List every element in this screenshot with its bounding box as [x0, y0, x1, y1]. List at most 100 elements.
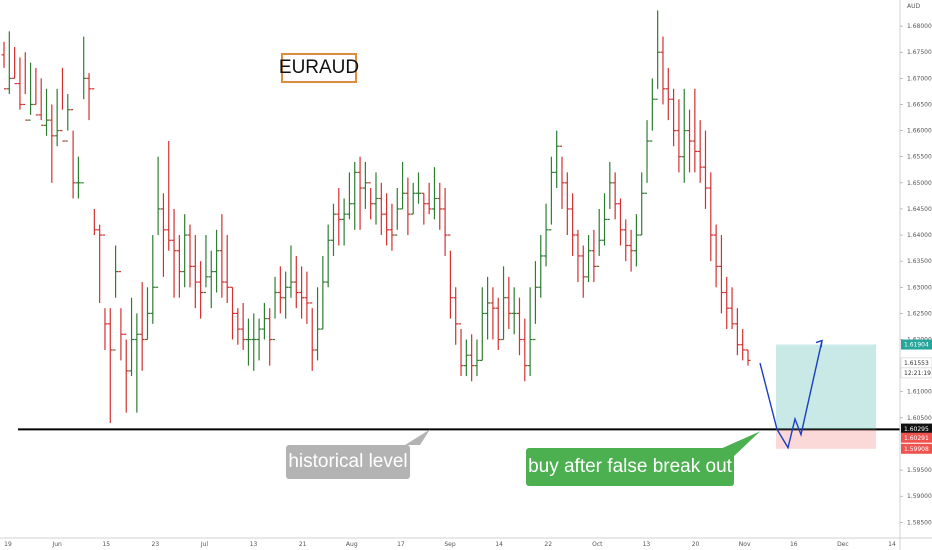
- ohlc-bar: [389, 203, 395, 251]
- price-badge: 1.59908: [901, 443, 932, 454]
- ohlc-bar: [38, 78, 44, 126]
- ohlc-bar: [277, 266, 283, 314]
- ohlc-bar: [575, 229, 581, 283]
- price-badge-label: 1.61904: [904, 342, 929, 349]
- time-tick-label: 14: [495, 541, 503, 548]
- ohlc-bar: [129, 297, 135, 377]
- ohlc-bar: [75, 156, 81, 199]
- price-badge-label: 1.61553: [904, 360, 929, 367]
- ohlc-bar: [187, 224, 193, 288]
- ohlc-bar: [687, 109, 693, 173]
- price-badge-label: 12:21:19: [904, 370, 931, 377]
- price-badge: 12:21:19: [900, 367, 932, 379]
- ohlc-bar: [655, 10, 661, 100]
- ohlc-bar: [315, 287, 321, 361]
- time-axis[interactable]: 19 Jun 15 23 Jul 13 21 Aug 17 Sep 14 22 Oct 13 20 Nov 16…: [0, 537, 932, 548]
- ohlc-bar: [538, 235, 544, 298]
- price-tick-label: 1.64000: [907, 232, 932, 239]
- ohlc-bar: [745, 349, 751, 366]
- time-tick-label: 23: [152, 541, 160, 548]
- ohlc-bar: [458, 323, 464, 377]
- ohlc-bar: [532, 261, 538, 341]
- ohlc-bar: [416, 172, 422, 204]
- ohlc-bar: [554, 130, 560, 189]
- ohlc-bar: [346, 172, 352, 220]
- ohlc-bar: [633, 214, 639, 267]
- ohlc-bar: [288, 245, 294, 298]
- historical-level-callout: historical level: [286, 445, 410, 479]
- ohlc-bars: [1, 10, 751, 424]
- ohlc-bar: [644, 120, 650, 194]
- ohlc-bar: [113, 245, 119, 351]
- ohlc-bar: [596, 208, 602, 267]
- ohlc-bar: [368, 182, 374, 220]
- ohlc-bar: [724, 276, 730, 330]
- ohlc-bar: [86, 73, 92, 121]
- ohlc-bar: [54, 88, 60, 147]
- ohlc-bar: [612, 172, 618, 220]
- ohlc-bar: [506, 276, 512, 330]
- ohlc-bar: [144, 287, 150, 341]
- ohlc-bar: [320, 255, 326, 330]
- time-tick-label: 17: [397, 541, 405, 548]
- time-tick-label: Jun: [51, 541, 62, 548]
- ohlc-bar: [463, 339, 469, 377]
- price-tick-label: 1.63000: [907, 284, 932, 291]
- buy-signal-callout: buy after false break out: [526, 448, 734, 486]
- time-tick-label: 15: [102, 541, 110, 548]
- price-tick-label: 1.61000: [907, 389, 932, 396]
- ohlc-bar: [692, 88, 698, 173]
- ohlc-bar: [28, 62, 34, 121]
- ohlc-bar: [564, 172, 570, 236]
- price-axis[interactable]: 1.68000 1.67500 1.67000 1.66500 1.66000 1.655…: [899, 0, 932, 550]
- ohlc-bar: [431, 167, 437, 220]
- ohlc-bar: [139, 282, 145, 371]
- ohlc-bar: [44, 88, 50, 136]
- projected-path: [759, 340, 823, 450]
- price-badge-bg: [901, 339, 932, 350]
- time-tick-label: Nov: [739, 541, 751, 548]
- price-badge-label: 1.60291: [904, 435, 929, 442]
- ohlc-bar: [192, 235, 198, 309]
- price-tick-label: 1.60500: [907, 415, 932, 422]
- ohlc-bar: [447, 234, 453, 319]
- symbol-title: EURAUD: [279, 53, 359, 83]
- ohlc-bar: [607, 161, 613, 220]
- ohlc-bar: [617, 198, 623, 246]
- ohlc-bar: [176, 235, 182, 298]
- ohlc-bar: [171, 208, 177, 298]
- ohlc-bar: [474, 339, 480, 377]
- ohlc-bar: [97, 224, 103, 303]
- ohlc-bar: [160, 193, 166, 277]
- ohlc-bar: [49, 104, 55, 183]
- ohlc-bar: [676, 99, 682, 173]
- level-callout-pointer: [405, 429, 430, 445]
- price-badge-bg: [901, 432, 932, 443]
- ohlc-bar: [198, 261, 204, 319]
- ohlc-bar: [660, 36, 666, 105]
- ohlc-bar: [384, 193, 390, 246]
- ohlc-bar: [437, 182, 443, 230]
- time-tick-label: 19: [4, 541, 12, 548]
- ohlc-bar: [362, 161, 368, 209]
- ohlc-bar: [59, 67, 65, 142]
- ohlc-bar: [299, 266, 305, 319]
- price-badge: 1.60291: [901, 432, 932, 443]
- ohlc-bar: [267, 308, 273, 366]
- ohlc-bar: [150, 235, 156, 324]
- ohlc-bar: [208, 250, 214, 309]
- position-profit-zone: [776, 344, 876, 430]
- ohlc-bar: [357, 156, 363, 230]
- ohlc-bar: [81, 36, 87, 184]
- price-tick-label: 1.67000: [907, 75, 932, 82]
- ohlc-bar: [293, 255, 299, 309]
- ohlc-bar: [373, 172, 379, 225]
- ohlc-bar: [394, 188, 400, 236]
- ohlc-bar: [251, 313, 257, 371]
- price-tick-label: 1.58500: [907, 519, 932, 526]
- ohlc-bar: [214, 229, 220, 293]
- time-tick-label: 16: [790, 541, 798, 548]
- ohlc-bar: [405, 177, 411, 236]
